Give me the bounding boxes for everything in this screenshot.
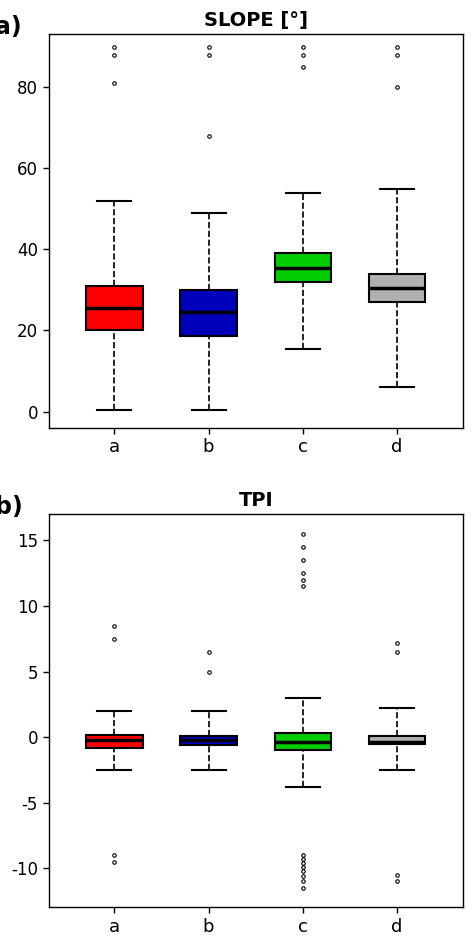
Text: b): b) [0, 494, 22, 519]
FancyBboxPatch shape [86, 735, 143, 747]
FancyBboxPatch shape [369, 274, 425, 302]
FancyBboxPatch shape [274, 733, 331, 750]
Title: SLOPE [°]: SLOPE [°] [204, 11, 308, 30]
FancyBboxPatch shape [274, 254, 331, 282]
FancyBboxPatch shape [86, 286, 143, 331]
FancyBboxPatch shape [369, 736, 425, 743]
FancyBboxPatch shape [181, 736, 237, 745]
Text: a): a) [0, 15, 21, 39]
FancyBboxPatch shape [181, 290, 237, 336]
Title: TPI: TPI [238, 491, 273, 509]
